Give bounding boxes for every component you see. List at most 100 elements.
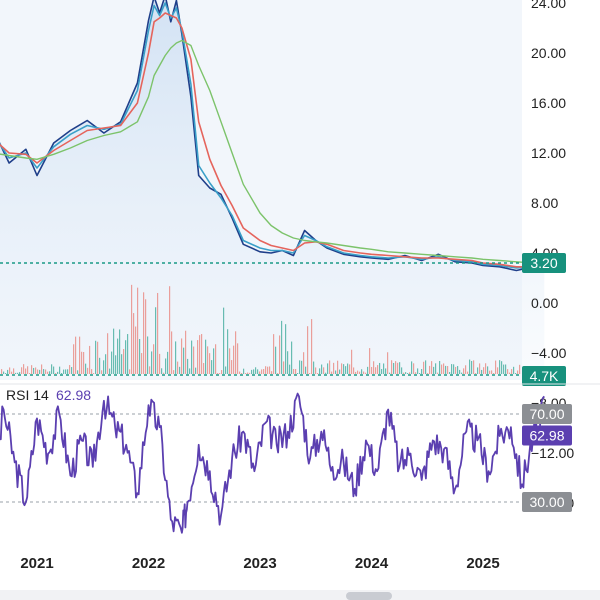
volume-bar: [387, 352, 389, 374]
volume-bar: [487, 366, 489, 374]
volume-bar: [31, 365, 33, 374]
volume-bar: [419, 373, 421, 374]
volume-bar: [99, 357, 101, 374]
volume-bar: [93, 373, 95, 374]
volume-bar: [441, 364, 443, 374]
volume-bar: [203, 363, 205, 374]
volume-bar: [407, 373, 409, 374]
volume-bar: [19, 372, 21, 374]
volume-bar: [213, 348, 215, 374]
volume-bar: [71, 367, 73, 374]
volume-bar: [479, 363, 481, 374]
volume-bar: [515, 373, 517, 374]
volume-bar: [3, 371, 5, 374]
volume-bar: [399, 362, 401, 374]
volume-bar: [447, 366, 449, 374]
volume-bars: [1, 284, 521, 374]
volume-bar: [483, 367, 485, 374]
time-scrollbar[interactable]: [0, 590, 600, 600]
volume-bar: [343, 364, 345, 374]
volume-bar: [267, 366, 269, 374]
volume-bar: [287, 351, 289, 374]
volume-bar: [161, 368, 163, 374]
volume-bar: [15, 372, 17, 374]
volume-bar: [177, 361, 179, 374]
volume-bar: [13, 368, 15, 374]
volume-bar: [187, 358, 189, 374]
rsi-background: [0, 385, 522, 540]
volume-bar: [51, 364, 53, 374]
volume-bar: [511, 369, 513, 374]
volume-tag: 4.7K: [522, 366, 566, 386]
volume-bar: [485, 363, 487, 374]
volume-bar: [117, 338, 119, 374]
volume-bar: [241, 373, 243, 374]
volume-bar: [101, 370, 103, 374]
volume-bar: [459, 369, 461, 374]
volume-bar: [1, 369, 3, 374]
volume-bar: [189, 368, 191, 374]
volume-bar: [113, 328, 115, 374]
volume-bar: [243, 368, 245, 374]
volume-bar: [381, 369, 383, 374]
volume-bar: [309, 373, 311, 374]
volume-bar: [229, 348, 231, 374]
volume-bar: [225, 366, 227, 374]
rsi-line: [0, 392, 545, 534]
volume-bar: [409, 372, 411, 374]
volume-bar: [153, 344, 155, 374]
volume-bar: [179, 366, 181, 374]
volume-bar: [35, 367, 37, 374]
volume-bar: [141, 353, 143, 374]
volume-bar: [429, 365, 431, 374]
volume-bar: [107, 333, 109, 374]
volume-bar: [185, 330, 187, 374]
volume-bar: [87, 367, 89, 374]
x-axis-ticks: 2021 2022 2023 2024 2025: [20, 555, 499, 572]
volume-bar: [331, 371, 333, 374]
volume-bar: [127, 334, 129, 374]
volume-bar: [413, 363, 415, 374]
volume-bar: [295, 369, 297, 374]
volume-bar: [345, 366, 347, 374]
volume-bar: [231, 360, 233, 374]
volume-bar: [43, 369, 45, 374]
volume-bar: [435, 363, 437, 374]
volume-bar: [445, 365, 447, 374]
volume-bar: [169, 286, 171, 374]
volume-bar: [227, 329, 229, 374]
volume-bar: [41, 364, 43, 374]
volume-bar: [411, 361, 413, 374]
volume-bar: [103, 360, 105, 374]
volume-bar: [375, 367, 377, 374]
volume-bar: [465, 365, 467, 374]
volume-bar: [143, 292, 145, 374]
volume-bar: [69, 365, 71, 374]
volume-bar: [5, 373, 7, 374]
x-tick-label: 2024: [355, 555, 389, 572]
volume-bar: [493, 373, 495, 374]
volume-bar: [283, 361, 285, 374]
time-scrollbar-thumb[interactable]: [346, 592, 392, 600]
volume-bar: [223, 307, 225, 374]
volume-bar: [333, 362, 335, 374]
rsi-current-label: 62.98: [529, 427, 564, 443]
volume-bar: [257, 369, 259, 374]
volume-bar: [89, 345, 91, 374]
price-lines: [0, 0, 545, 272]
volume-bar: [65, 369, 67, 374]
volume-bar: [351, 349, 353, 374]
volume-bar: [313, 361, 315, 374]
volume-label: 4.7K: [530, 368, 559, 384]
volume-bar: [481, 369, 483, 374]
volume-bar: [49, 371, 51, 374]
volume-bar: [271, 371, 273, 374]
volume-bar: [263, 369, 265, 374]
volume-bar: [57, 371, 59, 374]
volume-bar: [205, 339, 207, 374]
volume-bar: [259, 371, 261, 374]
volume-bar: [365, 372, 367, 374]
rsi-overbought-tag: 70.00: [522, 404, 572, 424]
volume-bar: [473, 360, 475, 374]
volume-bar: [395, 361, 397, 374]
